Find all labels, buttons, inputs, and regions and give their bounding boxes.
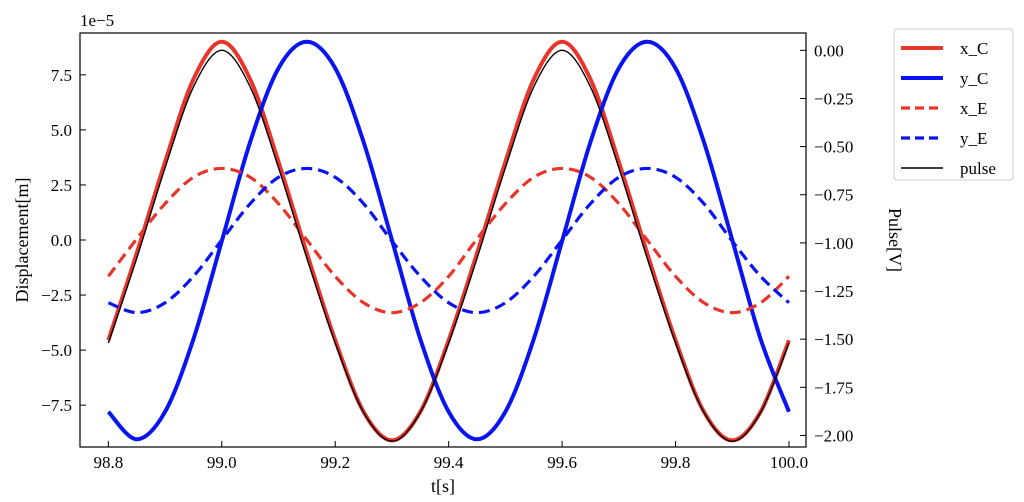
y-axis-ticks: −7.5 −5.0 −2.5 0.0 2.5 5.0 7.5: [41, 66, 86, 415]
y-tick-label: 7.5: [51, 66, 72, 85]
y2-tick-label: −2.00: [814, 426, 853, 445]
y2-tick-label: −0.50: [814, 138, 853, 157]
y-offset-label: 1e−5: [80, 11, 114, 30]
y-tick-label: −7.5: [41, 396, 72, 415]
y-tick-label: 2.5: [51, 176, 72, 195]
legend-label: y_C: [960, 69, 988, 88]
x-tick-label: 99.2: [320, 453, 350, 472]
legend-label: pulse: [960, 159, 996, 178]
y-tick-label: −5.0: [41, 341, 72, 360]
y-tick-label: −2.5: [41, 286, 72, 305]
x-tick-label: 100.0: [770, 453, 808, 472]
y2-tick-label: 0.00: [814, 41, 844, 60]
series-line-y-e: [107, 166, 791, 315]
legend-label: x_C: [960, 39, 988, 58]
x-axis-ticks: 98.8 99.0 99.2 99.4 99.6 99.8 100.0: [93, 441, 808, 472]
series-line-pulse: [107, 49, 790, 442]
x-tick-label: 99.0: [207, 453, 237, 472]
series-line-x-e: [107, 166, 791, 315]
x-tick-label: 99.6: [547, 453, 577, 472]
legend-box: [893, 28, 1014, 181]
x-tick-label: 99.8: [661, 453, 691, 472]
y2-tick-label: −1.50: [814, 330, 853, 349]
y-tick-label: 5.0: [51, 121, 72, 140]
series-line-x-c: [106, 39, 791, 443]
y2-tick-label: −0.25: [814, 89, 853, 108]
legend-label: x_E: [960, 99, 987, 118]
x-tick-label: 99.4: [434, 453, 464, 472]
legend-label: y_E: [960, 129, 987, 148]
y-tick-label: 0.0: [51, 231, 72, 250]
y2-axis-ticks: 0.00 −0.25 −0.50 −0.75 −1.00 −1.25 −1.50 −1.75 −…: [800, 41, 853, 445]
series-layer: [106, 39, 791, 443]
y2-tick-label: −1.25: [814, 282, 853, 301]
y2-axis-title: Pulse[V]: [885, 208, 905, 272]
x-axis-title: t[s]: [431, 476, 455, 496]
y2-tick-label: −1.00: [814, 234, 853, 253]
y2-tick-label: −1.75: [814, 378, 853, 397]
x-tick-label: 98.8: [93, 453, 123, 472]
series-line-y-c: [106, 39, 791, 442]
y-axis-title: Displacement[m]: [12, 178, 32, 303]
y2-tick-label: −0.75: [814, 186, 853, 205]
